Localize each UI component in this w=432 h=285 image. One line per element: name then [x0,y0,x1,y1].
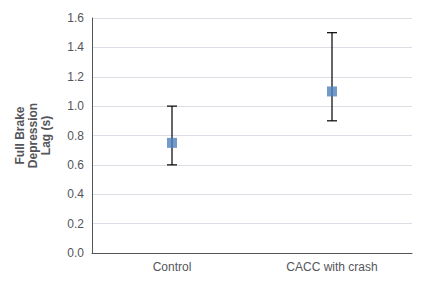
svg-text:0.4: 0.4 [67,187,84,201]
svg-text:0.6: 0.6 [67,158,84,172]
svg-text:CACC with crash: CACC with crash [286,260,377,274]
svg-text:0.0: 0.0 [67,246,84,260]
svg-text:1.0: 1.0 [67,99,84,113]
svg-text:Control: Control [153,260,192,274]
svg-text:Depression: Depression [26,103,40,168]
svg-text:1.4: 1.4 [67,40,84,54]
svg-text:0.2: 0.2 [67,217,84,231]
svg-text:Full Brake: Full Brake [13,106,27,164]
svg-text:1.2: 1.2 [67,70,84,84]
svg-text:1.6: 1.6 [67,11,84,25]
svg-text:Lag (s): Lag (s) [39,116,53,155]
svg-text:0.8: 0.8 [67,129,84,143]
